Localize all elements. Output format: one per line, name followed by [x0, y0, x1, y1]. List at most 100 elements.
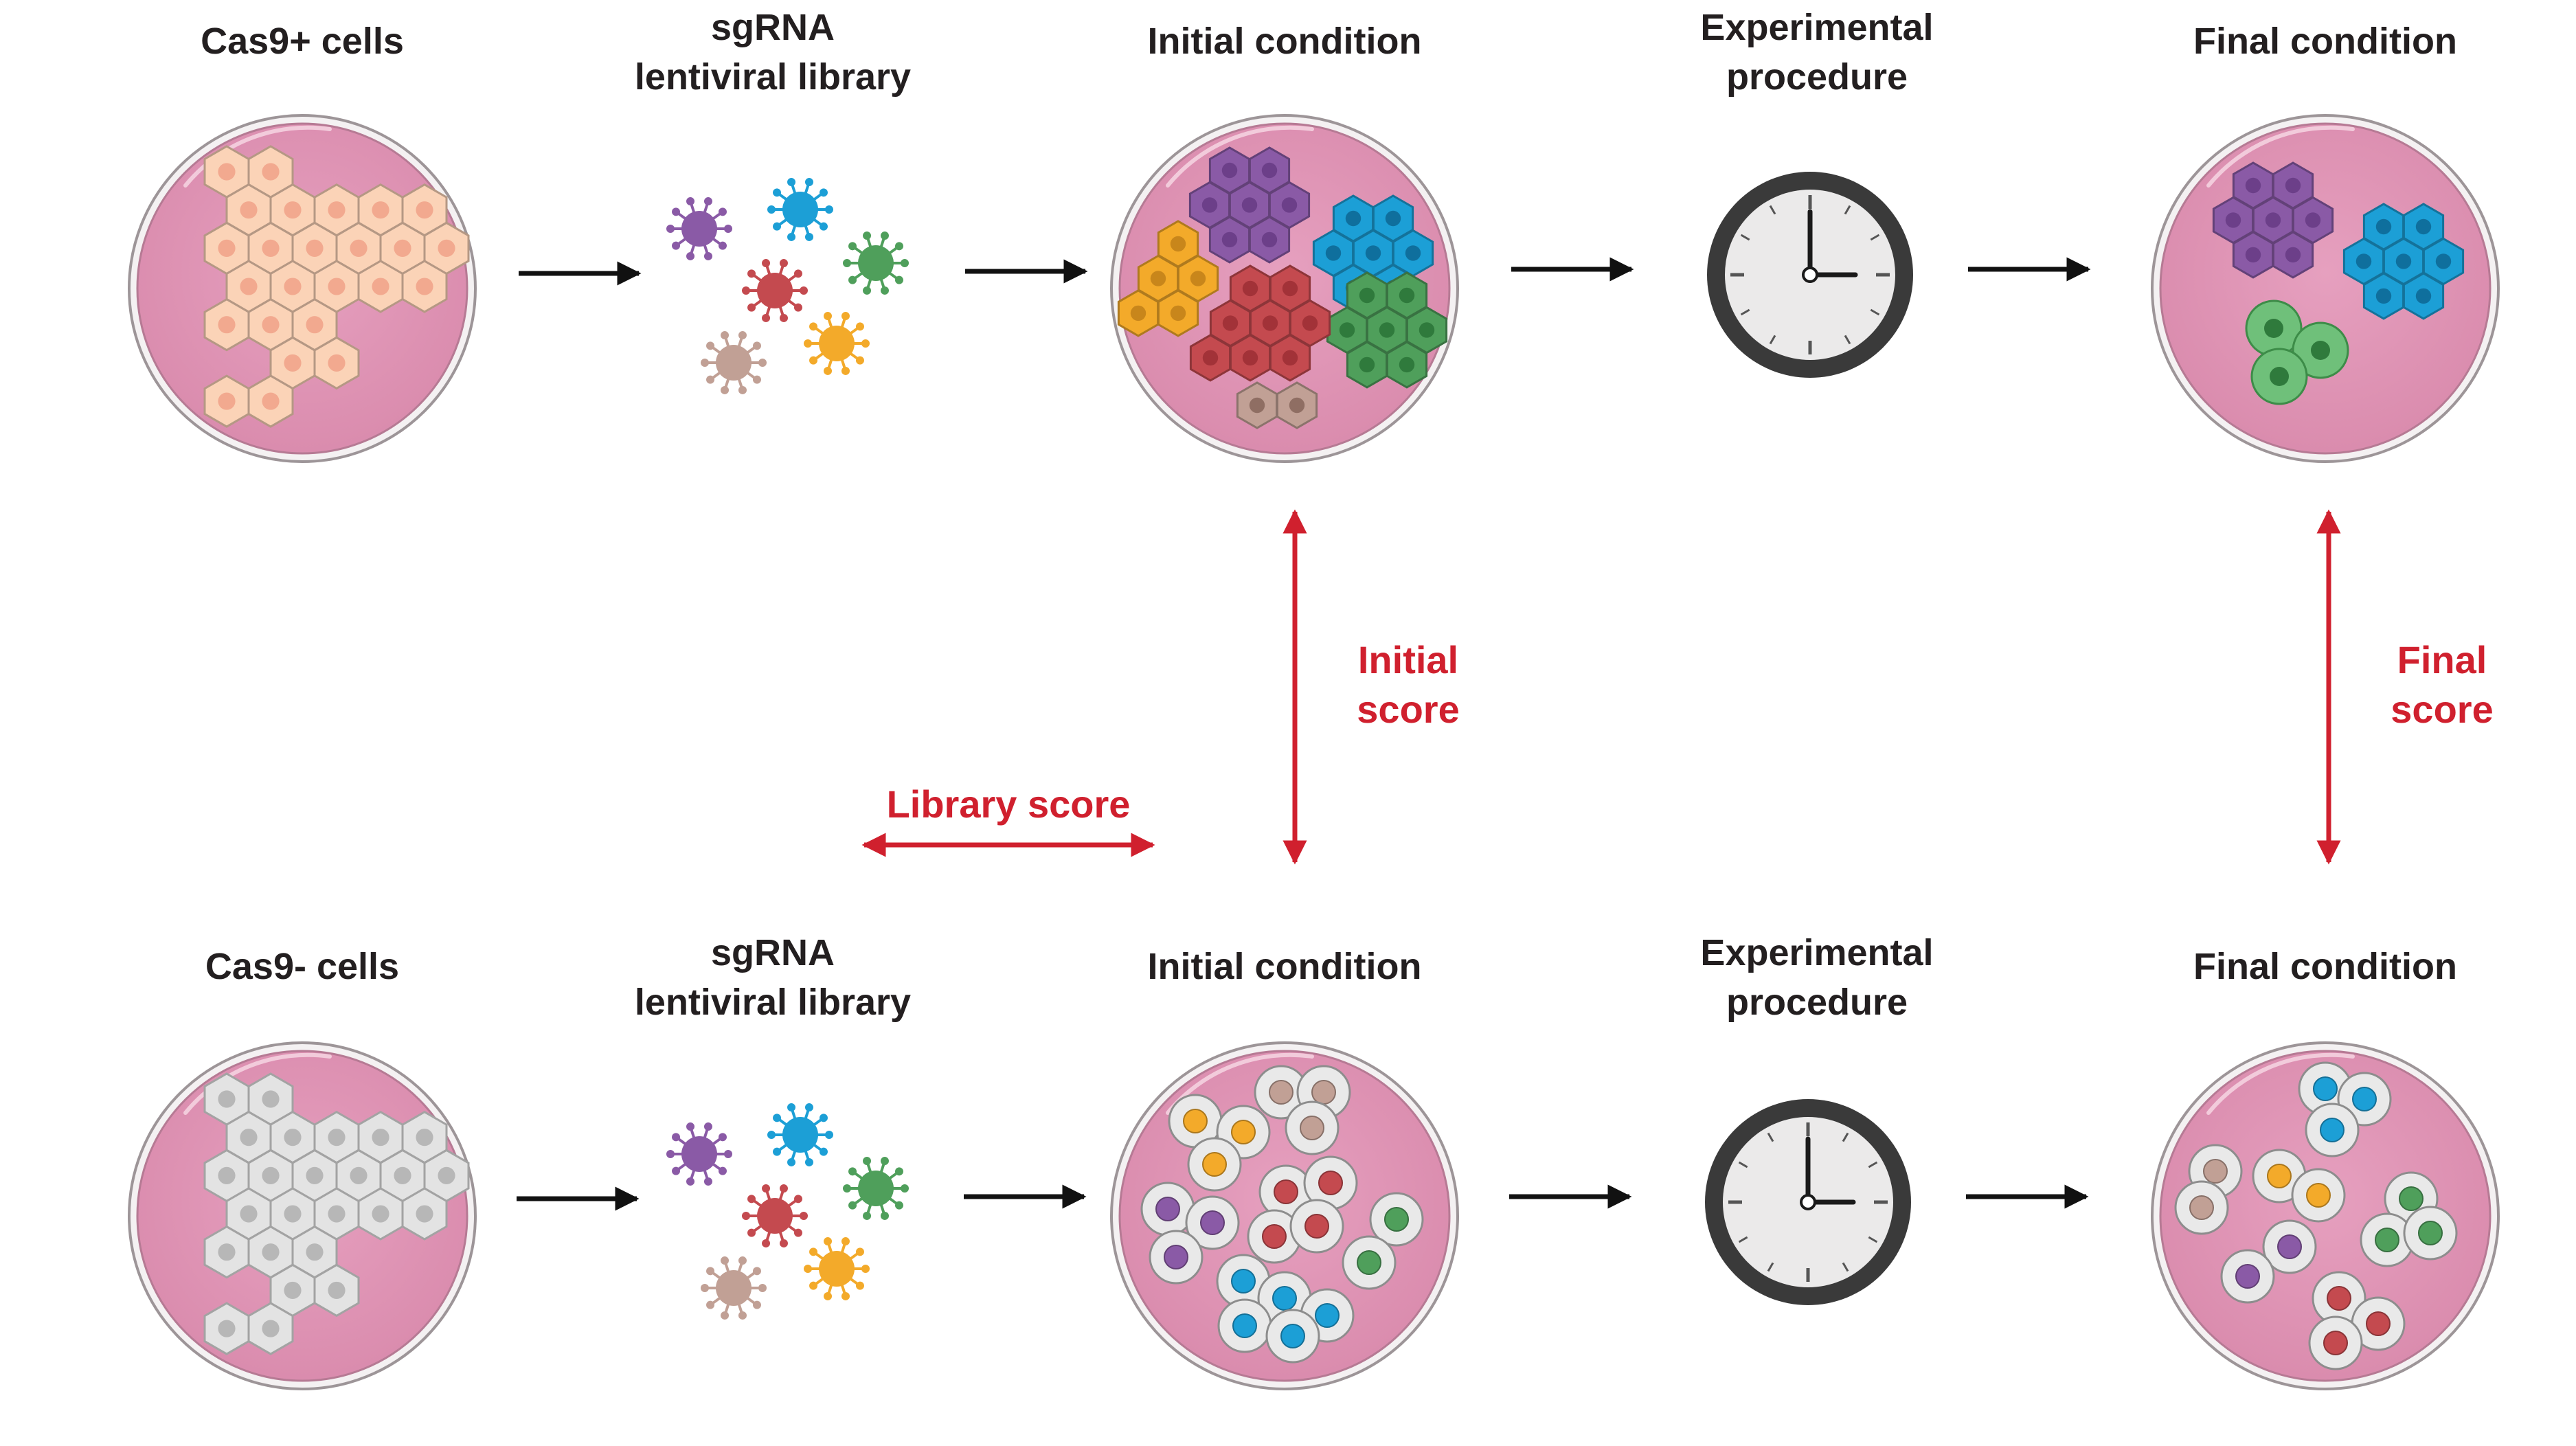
cell-nucleus — [1202, 1152, 1227, 1177]
cell-nucleus — [2203, 1159, 2228, 1184]
label-initial-condition-top: Initial condition — [1148, 21, 1422, 62]
cell-nucleus — [438, 1166, 455, 1184]
label-final-score-1: Final — [2397, 638, 2487, 681]
cell-nucleus — [1281, 197, 1298, 213]
cell-nucleus — [284, 354, 302, 372]
cell-nucleus — [1345, 210, 1362, 227]
cell-nucleus — [328, 278, 346, 295]
virus-library-bottom — [666, 1103, 909, 1320]
cell-nucleus — [218, 392, 236, 410]
cell-nucleus — [2189, 1195, 2214, 1220]
cell-nucleus — [2418, 1221, 2443, 1245]
cell-nucleus — [2435, 253, 2452, 269]
cell-nucleus — [1155, 1197, 1180, 1221]
cell-nucleus — [262, 239, 280, 257]
cell-nucleus — [1249, 397, 1265, 414]
cell-nucleus — [1357, 1250, 1381, 1275]
label-procedure-bottom: procedure — [1726, 982, 1908, 1023]
petri-dish-initial-bottom — [1110, 1041, 1459, 1390]
cell-nucleus — [416, 278, 433, 295]
cell-nucleus — [1242, 350, 1258, 366]
label-experimental-bottom: Experimental — [1700, 932, 1933, 973]
lentivirus-icon — [804, 1237, 870, 1300]
cell-nucleus — [218, 1243, 236, 1261]
petri-dish-cas9-pos — [128, 114, 477, 463]
cell-cluster-tan — [1236, 381, 1318, 429]
cell-nucleus — [2375, 288, 2392, 304]
lentivirus-icon — [843, 231, 909, 295]
cell-nucleus — [1150, 271, 1166, 286]
cell-nucleus — [2311, 341, 2330, 360]
cell-nucleus — [1221, 162, 1238, 179]
cell-nucleus — [2270, 367, 2289, 386]
cell-nucleus — [1419, 322, 1435, 338]
label-final-condition-bottom: Final condition — [2193, 946, 2457, 987]
cell-nucleus — [240, 1129, 258, 1146]
cell-nucleus — [218, 163, 236, 181]
cell-nucleus — [2264, 319, 2283, 338]
cell-nucleus — [1339, 322, 1355, 338]
cell-nucleus — [1221, 231, 1238, 248]
cell-nucleus — [240, 1205, 258, 1223]
label-sgrna-top: sgRNA — [711, 7, 835, 48]
cell-nucleus — [1289, 397, 1305, 414]
cell-nucleus — [2277, 1234, 2302, 1259]
cell-nucleus — [2305, 212, 2321, 228]
cell-nucleus — [284, 278, 302, 295]
cell-nucleus — [306, 1243, 324, 1261]
cell-nucleus — [1274, 1179, 1298, 1204]
label-final-score-2: score — [2391, 688, 2493, 731]
label-cas9-neg-cells: Cas9- cells — [205, 946, 399, 987]
cell-nucleus — [2313, 1076, 2338, 1101]
label-initial-condition-bottom: Initial condition — [1148, 946, 1422, 987]
cell-nucleus — [218, 1320, 236, 1337]
cell-nucleus — [1280, 1324, 1305, 1348]
cell-nucleus — [1311, 1080, 1336, 1105]
cell-nucleus — [1282, 280, 1298, 297]
lentivirus-icon — [742, 1184, 808, 1247]
label-initial-score-2: score — [1357, 688, 1459, 731]
cell-nucleus — [394, 1166, 411, 1184]
cell-nucleus — [1304, 1214, 1329, 1239]
cell-nucleus — [2306, 1183, 2331, 1208]
cell-nucleus — [1399, 287, 1415, 304]
cell-nucleus — [1385, 210, 1401, 227]
cell-cluster-purple — [1188, 146, 1311, 264]
cell-nucleus — [1359, 287, 1375, 304]
cell-nucleus — [218, 239, 236, 257]
petri-dish-cas9-neg — [128, 1041, 477, 1390]
cell-nucleus — [306, 316, 324, 334]
cell-nucleus — [262, 1320, 280, 1337]
cell-nucleus — [1164, 1245, 1188, 1269]
cell-nucleus — [1272, 1286, 1297, 1311]
lentivirus-icon — [742, 259, 808, 322]
cell-nucleus — [1315, 1303, 1340, 1328]
cell-nucleus — [2375, 1228, 2399, 1252]
cell-nucleus — [2415, 288, 2432, 304]
lentivirus-icon — [666, 1122, 732, 1186]
clock-icon — [1705, 1099, 1911, 1305]
cell-cluster-green — [2245, 300, 2349, 405]
cell-nucleus — [328, 1205, 346, 1223]
cell-nucleus — [2225, 212, 2241, 228]
lentivirus-icon — [701, 331, 767, 394]
flow-arrows — [517, 257, 2091, 1211]
cell-nucleus — [284, 1281, 302, 1299]
label-initial-score-1: Initial — [1358, 638, 1458, 681]
cell-nucleus — [1170, 236, 1186, 252]
petri-dish-final-top — [2151, 114, 2500, 463]
cell-nucleus — [328, 354, 346, 372]
label-sgrna-bottom: sgRNA — [711, 932, 835, 973]
cell-nucleus — [350, 239, 368, 257]
lentivirus-icon — [804, 312, 870, 375]
cell-nucleus — [328, 201, 346, 219]
petri-dish-initial-top — [1110, 114, 1459, 463]
cell-nucleus — [2352, 1087, 2377, 1111]
cell-nucleus — [2323, 1331, 2348, 1355]
cell-nucleus — [218, 1090, 236, 1108]
cell-nucleus — [284, 1129, 302, 1146]
cell-nucleus — [284, 201, 302, 219]
cell-nucleus — [416, 1129, 433, 1146]
label-lentiviral-library-top: lentiviral library — [635, 56, 911, 98]
